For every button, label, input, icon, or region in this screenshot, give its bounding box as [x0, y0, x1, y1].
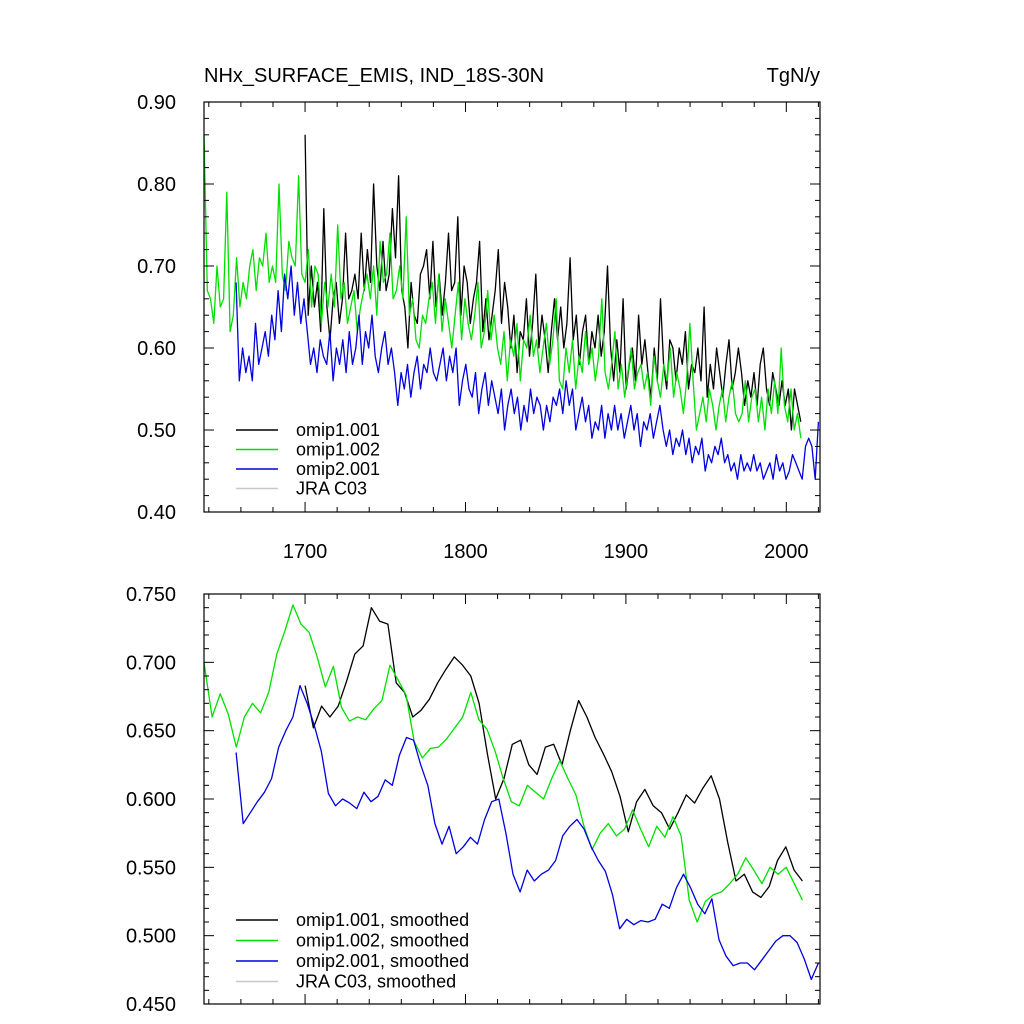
x-tick-label: 1800 [443, 541, 488, 563]
legend-label: omip1.002 [296, 440, 380, 460]
chart-units: TgN/y [767, 65, 820, 87]
y-tick-label: 0.80 [137, 174, 176, 196]
y-tick-label: 0.600 [126, 789, 176, 811]
chart-panel-top: NHx_SURFACE_EMIS, IND_18S-30N TgN/y 0.40… [137, 65, 821, 563]
series-line-omip2-001 [235, 684, 819, 981]
y-tick-label: 0.50 [137, 420, 176, 442]
y-tick-label: 0.750 [126, 584, 176, 606]
x-tick-label: 1700 [283, 541, 328, 563]
legend-label: omip1.001, smoothed [296, 910, 469, 930]
y-tick-label: 0.60 [137, 338, 176, 360]
y-tick-label: 0.450 [126, 994, 176, 1016]
legend-label: JRA C03, smoothed [296, 972, 456, 992]
y-tick-label: 0.650 [126, 721, 176, 743]
series-line-omip1-002 [203, 604, 803, 923]
legend-label: omip1.002, smoothed [296, 931, 469, 951]
legend-label: JRA C03 [296, 479, 367, 499]
legend-label: omip2.001 [296, 459, 380, 479]
y-tick-label: 0.40 [137, 502, 176, 524]
y-tick-label: 0.700 [126, 652, 176, 674]
y-tick-label: 0.90 [137, 92, 176, 114]
legend-label: omip1.001 [296, 420, 380, 440]
series-line-omip2-001 [235, 265, 820, 480]
legend-label: omip2.001, smoothed [296, 951, 469, 971]
y-tick-label: 0.550 [126, 857, 176, 879]
x-tick-label: 2000 [764, 541, 809, 563]
plot-frame [203, 101, 821, 513]
chart-title: NHx_SURFACE_EMIS, IND_18S-30N [204, 65, 544, 87]
series-line-omip1-001 [304, 134, 802, 431]
chart-panel-bottom: 0.450 0.500 0.550 0.600 0.650 0.700 0.750 omip… [126, 584, 821, 1016]
y-tick-label: 0.70 [137, 256, 176, 278]
series-line-omip1-001 [304, 607, 803, 899]
series-line-omip1-002 [203, 134, 802, 439]
y-tick-label: 0.500 [126, 926, 176, 948]
x-tick-label: 1900 [604, 541, 649, 563]
